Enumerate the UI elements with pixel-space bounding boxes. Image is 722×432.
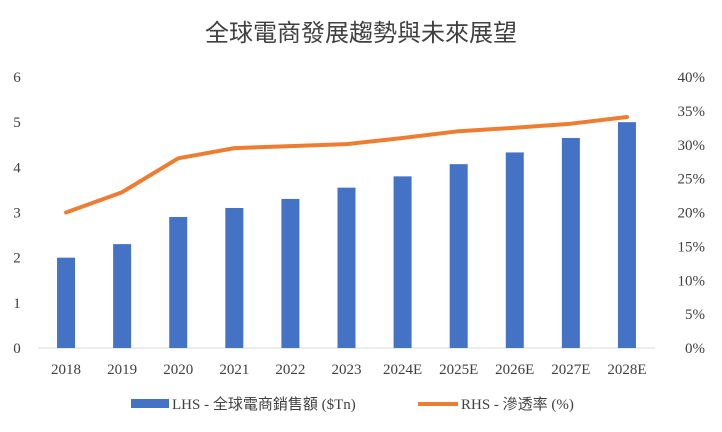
left-tick-label: 1 xyxy=(13,296,21,312)
bar xyxy=(225,207,244,348)
bar xyxy=(393,176,412,348)
left-tick-label: 5 xyxy=(13,115,21,131)
x-tick-label: 2018 xyxy=(51,362,81,378)
right-tick-label: 10% xyxy=(678,273,706,289)
chart-title: 全球電商發展趨勢與未來展望 xyxy=(205,19,517,47)
x-tick-label: 2026E xyxy=(495,362,534,378)
left-tick-label: 4 xyxy=(13,160,21,176)
legend-label-bar: LHS - 全球電商銷售額 ($Tn) xyxy=(172,395,356,413)
left-tick-label: 6 xyxy=(13,70,21,86)
x-tick-label: 2019 xyxy=(107,362,137,378)
bar xyxy=(57,257,76,348)
bar xyxy=(449,164,468,348)
right-tick-label: 5% xyxy=(685,307,705,323)
bar xyxy=(169,217,188,348)
bar xyxy=(561,137,580,348)
line-series xyxy=(64,115,629,215)
legend-label-line: RHS - 滲透率 (%) xyxy=(461,396,574,413)
bar xyxy=(337,187,356,348)
right-tick-label: 30% xyxy=(678,138,706,154)
x-tick-label: 2020 xyxy=(163,362,193,378)
legend-swatch-bar xyxy=(131,399,169,408)
x-tick-label: 2027E xyxy=(551,362,590,378)
right-tick-label: 0% xyxy=(685,341,705,357)
left-tick-label: 2 xyxy=(13,251,21,267)
x-tick-label: 2023 xyxy=(332,362,362,378)
right-tick-label: 15% xyxy=(678,239,706,255)
legend: LHS - 全球電商銷售額 ($Tn) RHS - 滲透率 (%) xyxy=(131,395,574,413)
left-tick-label: 0 xyxy=(13,341,21,357)
x-axis: 2018 2019 2020 2021 2022 2023 2024E 2025E 2026E 2… xyxy=(38,347,655,378)
right-tick-label: 25% xyxy=(678,172,706,188)
x-tick-label: 2028E xyxy=(607,362,646,378)
bar xyxy=(281,198,300,348)
right-axis: 0% 5% 10% 15% 20% 25% 30% 35% 40% xyxy=(678,70,706,357)
right-tick-label: 20% xyxy=(678,206,706,222)
bar xyxy=(505,152,524,348)
right-tick-label: 40% xyxy=(678,70,706,86)
x-tick-label: 2025E xyxy=(439,362,478,378)
bar-series xyxy=(57,122,636,349)
x-tick-label: 2021 xyxy=(219,362,249,378)
x-tick-label: 2022 xyxy=(275,362,305,378)
x-tick-label: 2024E xyxy=(383,362,422,378)
bar xyxy=(113,244,132,348)
left-axis: 0 1 2 3 4 5 6 xyxy=(13,70,21,357)
left-tick-label: 3 xyxy=(13,206,21,222)
bar xyxy=(617,122,636,349)
right-tick-label: 35% xyxy=(678,104,706,120)
